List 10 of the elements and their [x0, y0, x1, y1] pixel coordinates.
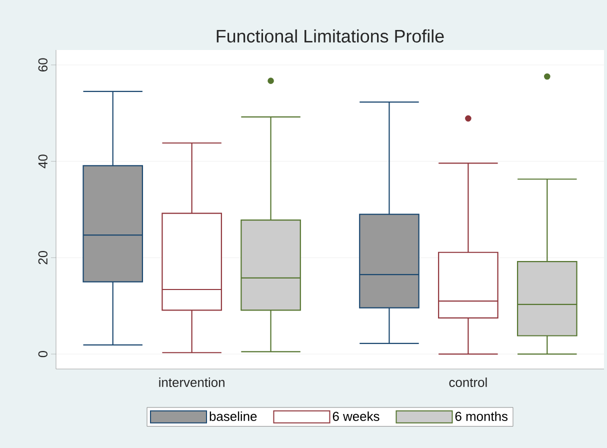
y-tick-label: 0 [38, 350, 48, 358]
legend-label: baseline [210, 411, 257, 421]
y-tick-label: 40 [38, 154, 48, 168]
x-tick-label: control [449, 378, 487, 388]
y-tick-label: 20 [38, 250, 48, 264]
legend-label: 6 weeks [332, 411, 380, 421]
x-tick-label: intervention [159, 378, 224, 388]
y-tick-label: 60 [38, 58, 48, 72]
chart-title: Functional Limitations Profile [216, 29, 444, 43]
legend-label: 6 months [455, 411, 508, 421]
